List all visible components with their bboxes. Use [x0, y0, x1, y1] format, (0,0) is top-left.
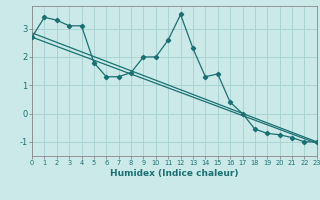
X-axis label: Humidex (Indice chaleur): Humidex (Indice chaleur) — [110, 169, 239, 178]
